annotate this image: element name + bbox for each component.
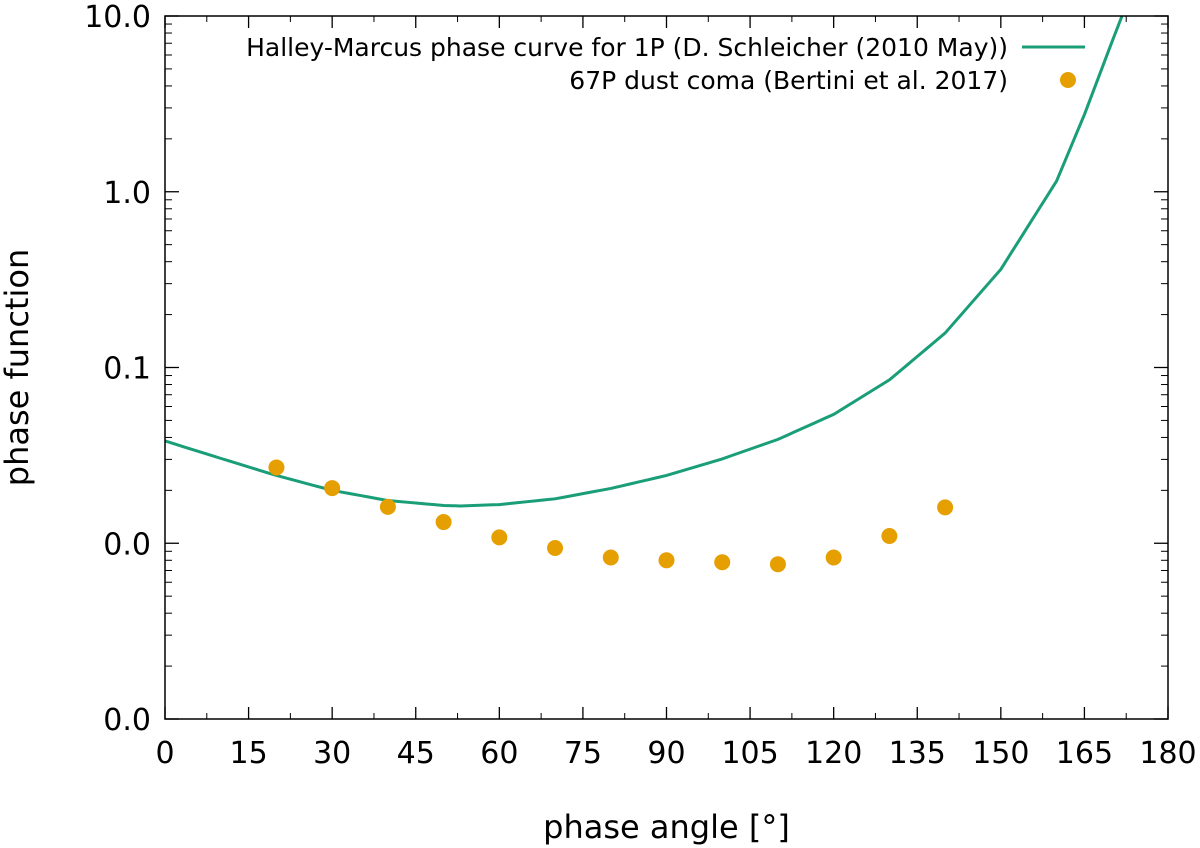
data-point bbox=[658, 552, 675, 569]
y-tick-label: 0.0 bbox=[103, 527, 151, 562]
x-tick-label: 165 bbox=[1056, 736, 1113, 771]
x-tick-label: 150 bbox=[972, 736, 1029, 771]
data-point bbox=[937, 499, 954, 516]
data-point bbox=[324, 480, 341, 497]
data-point bbox=[881, 527, 898, 544]
data-point bbox=[435, 514, 452, 531]
data-point bbox=[268, 459, 285, 476]
plot-frame bbox=[164, 15, 1169, 720]
data-point bbox=[491, 529, 508, 546]
data-point bbox=[825, 549, 842, 566]
legend-label-halley-marcus: Halley-Marcus phase curve for 1P (D. Sch… bbox=[246, 33, 1008, 62]
x-tick-label: 45 bbox=[397, 736, 435, 771]
x-axis-title: phase angle [°] bbox=[543, 808, 790, 846]
x-tick-label: 120 bbox=[805, 736, 862, 771]
x-tick-label: 60 bbox=[480, 736, 518, 771]
legend-label-67p-dust-coma: 67P dust coma (Bertini et al. 2017) bbox=[569, 66, 1008, 95]
x-tick-label: 75 bbox=[564, 736, 602, 771]
halley-marcus-series bbox=[165, 16, 1124, 508]
legend: Halley-Marcus phase curve for 1P (D. Sch… bbox=[246, 33, 1085, 95]
halley-marcus-curve bbox=[165, 16, 1124, 508]
y-tick-label: 1.0 bbox=[103, 176, 151, 211]
data-point bbox=[379, 498, 396, 515]
x-tick-label: 15 bbox=[229, 736, 267, 771]
y-tick-label: 0.1 bbox=[103, 352, 151, 387]
x-tick-label: 135 bbox=[889, 736, 946, 771]
67p-dust-coma-series bbox=[268, 459, 954, 573]
x-tick-label: 180 bbox=[1139, 736, 1196, 771]
y-tick-label: 10.0 bbox=[84, 0, 151, 35]
tick-labels: 0 15 30 45 60 75 90 105 120 135 150 165 180 0.0 0.0 0.1… bbox=[84, 0, 1196, 771]
data-point bbox=[547, 539, 564, 556]
x-tick-label: 0 bbox=[155, 736, 174, 771]
data-point bbox=[769, 556, 786, 573]
y-axis-title: phase function bbox=[0, 249, 36, 486]
x-tick-label: 90 bbox=[647, 736, 685, 771]
x-tick-label: 105 bbox=[721, 736, 778, 771]
data-point bbox=[602, 549, 619, 566]
y-tick-label: 0.0 bbox=[103, 703, 151, 738]
legend-key-67p-dust-coma bbox=[1060, 72, 1076, 88]
x-tick-label: 30 bbox=[313, 736, 351, 771]
data-point bbox=[714, 554, 731, 571]
